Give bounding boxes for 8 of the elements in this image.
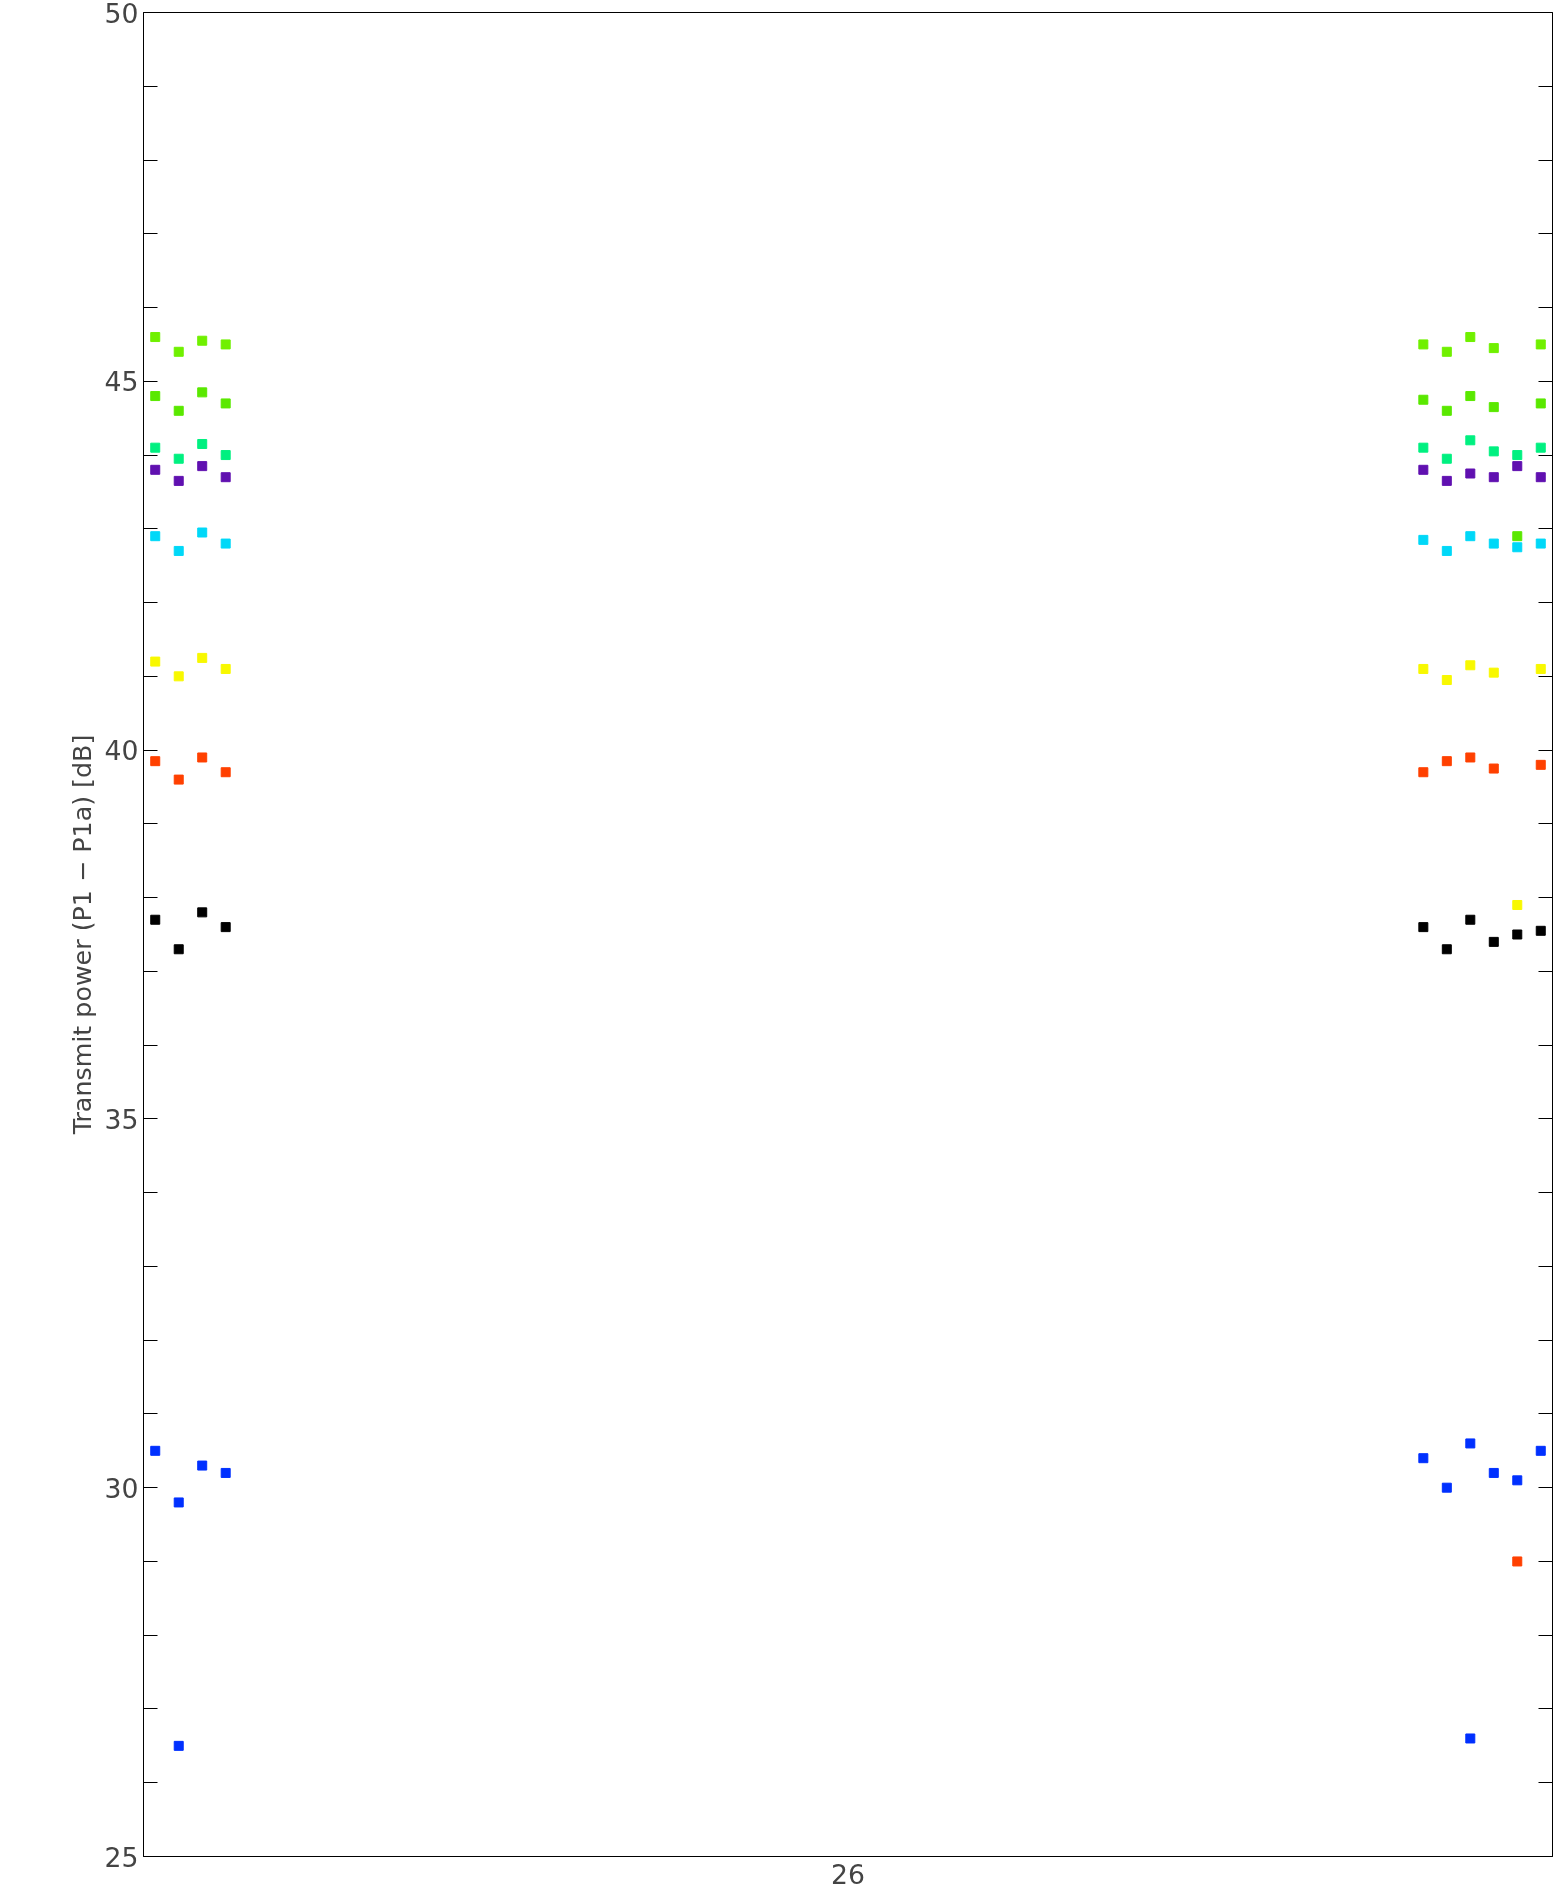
y-tick-label: 50: [104, 0, 139, 29]
y-tick-label: 25: [104, 1841, 139, 1873]
y-tick-label: 35: [104, 1103, 139, 1135]
y-tick-label: 40: [104, 735, 139, 767]
y-axis-title: Transmit power (P1 − P1a) [dB]: [66, 734, 97, 1136]
text: 26: [831, 1858, 865, 1888]
y-tick-label: 30: [104, 1472, 139, 1504]
y-tick-label: 45: [104, 366, 139, 398]
